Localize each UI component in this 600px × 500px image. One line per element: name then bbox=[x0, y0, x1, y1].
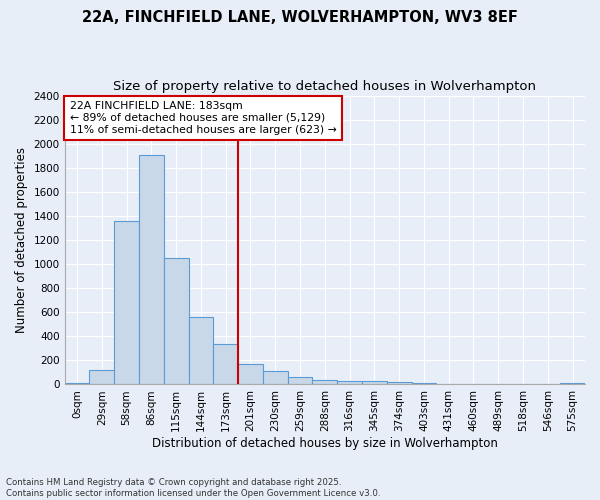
Bar bbox=[164, 258, 188, 384]
Bar bbox=[263, 371, 287, 384]
Bar bbox=[89, 370, 114, 384]
Bar bbox=[387, 382, 412, 384]
Bar bbox=[139, 154, 164, 384]
Bar bbox=[238, 364, 263, 384]
Bar bbox=[313, 380, 337, 384]
X-axis label: Distribution of detached houses by size in Wolverhampton: Distribution of detached houses by size … bbox=[152, 437, 498, 450]
Text: 22A FINCHFIELD LANE: 183sqm
← 89% of detached houses are smaller (5,129)
11% of : 22A FINCHFIELD LANE: 183sqm ← 89% of det… bbox=[70, 102, 337, 134]
Bar bbox=[188, 317, 214, 384]
Text: 22A, FINCHFIELD LANE, WOLVERHAMPTON, WV3 8EF: 22A, FINCHFIELD LANE, WOLVERHAMPTON, WV3… bbox=[82, 10, 518, 25]
Bar bbox=[287, 376, 313, 384]
Title: Size of property relative to detached houses in Wolverhampton: Size of property relative to detached ho… bbox=[113, 80, 536, 93]
Y-axis label: Number of detached properties: Number of detached properties bbox=[15, 147, 28, 333]
Bar bbox=[114, 220, 139, 384]
Bar bbox=[362, 382, 387, 384]
Bar bbox=[214, 344, 238, 385]
Text: Contains HM Land Registry data © Crown copyright and database right 2025.
Contai: Contains HM Land Registry data © Crown c… bbox=[6, 478, 380, 498]
Bar bbox=[337, 381, 362, 384]
